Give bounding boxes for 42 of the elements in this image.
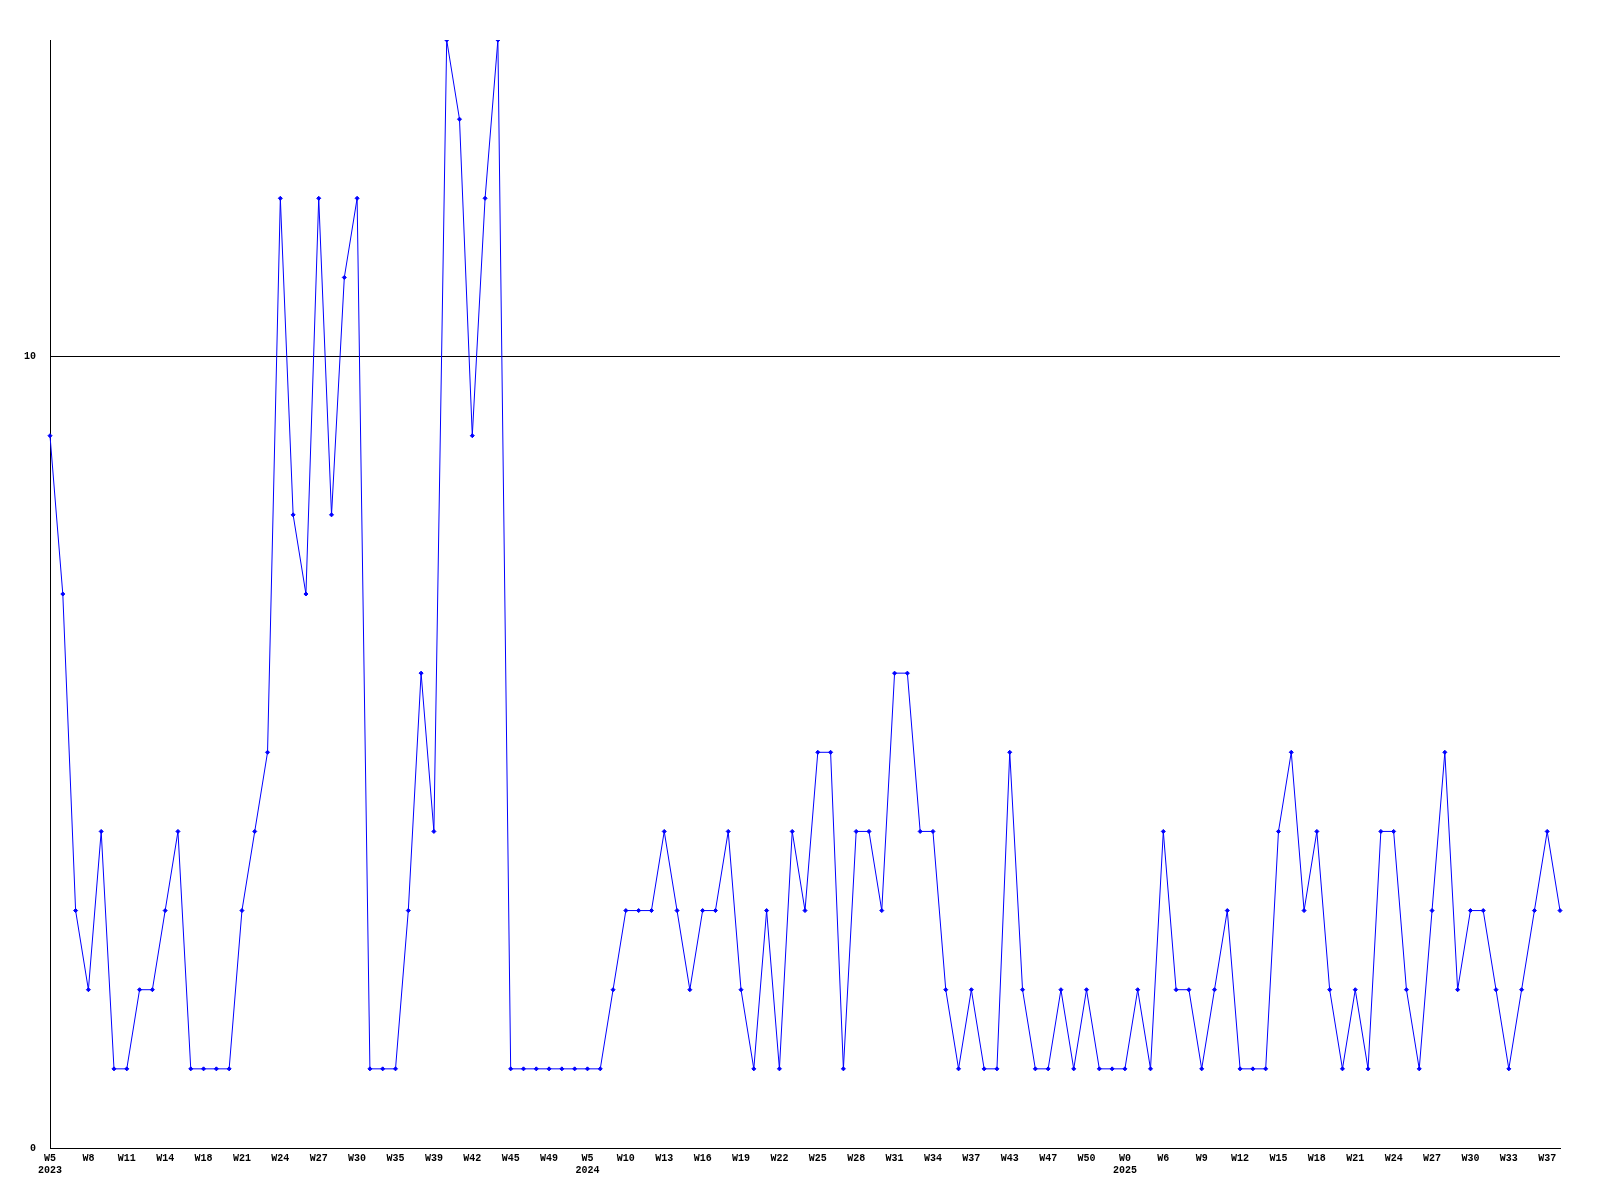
- x-tick-label: W34: [923, 1152, 942, 1164]
- x-tick-label: W11: [117, 1152, 136, 1164]
- x-tick-label: W19: [732, 1152, 751, 1164]
- y-tick-label: 0: [29, 1142, 36, 1154]
- x-tick-label: W24: [271, 1152, 290, 1164]
- x-tick-label: W37: [962, 1152, 981, 1164]
- x-tick-label: W27: [1423, 1152, 1442, 1164]
- x-tick-label: W27: [309, 1152, 328, 1164]
- x-tick-label: W9: [1195, 1152, 1208, 1164]
- x-tick-label: W22: [770, 1152, 789, 1164]
- x-tick-label: W45: [501, 1152, 520, 1164]
- x-tick-label: W42: [463, 1152, 482, 1164]
- x-tick-label: W18: [194, 1152, 213, 1164]
- x-tick-label: W5 2023: [37, 1152, 63, 1176]
- x-tick-label: W6: [1157, 1152, 1170, 1164]
- x-tick-label: W31: [885, 1152, 904, 1164]
- x-tick-label: W37: [1538, 1152, 1557, 1164]
- x-tick-label: W49: [540, 1152, 559, 1164]
- x-tick-label: W24: [1384, 1152, 1403, 1164]
- x-tick-label: W33: [1499, 1152, 1518, 1164]
- x-tick-label: W50: [1077, 1152, 1096, 1164]
- x-tick-label: W39: [424, 1152, 443, 1164]
- x-tick-label: W30: [1461, 1152, 1480, 1164]
- x-tick-label: W10: [616, 1152, 635, 1164]
- x-tick-label: W0 2025: [1112, 1152, 1137, 1176]
- x-tick-label: W43: [1000, 1152, 1019, 1164]
- x-tick-label: W14: [156, 1152, 175, 1164]
- x-tick-label: W30: [348, 1152, 367, 1164]
- x-tick-label: W35: [386, 1152, 405, 1164]
- y-tick-label: 10: [23, 351, 36, 363]
- x-tick-label: W15: [1269, 1152, 1288, 1164]
- x-tick-label: W28: [847, 1152, 866, 1164]
- x-tick-label: W8: [82, 1152, 95, 1164]
- x-tick-label: W47: [1039, 1152, 1058, 1164]
- x-tick-label: W5 2024: [575, 1152, 600, 1176]
- x-tick-label: W18: [1307, 1152, 1326, 1164]
- x-tick-label: W12: [1231, 1152, 1250, 1164]
- x-tick-label: W21: [232, 1152, 251, 1164]
- x-tick-label: W21: [1346, 1152, 1365, 1164]
- x-tick-label: W25: [808, 1152, 827, 1164]
- x-tick-label: W16: [693, 1152, 712, 1164]
- x-tick-label: W13: [655, 1152, 674, 1164]
